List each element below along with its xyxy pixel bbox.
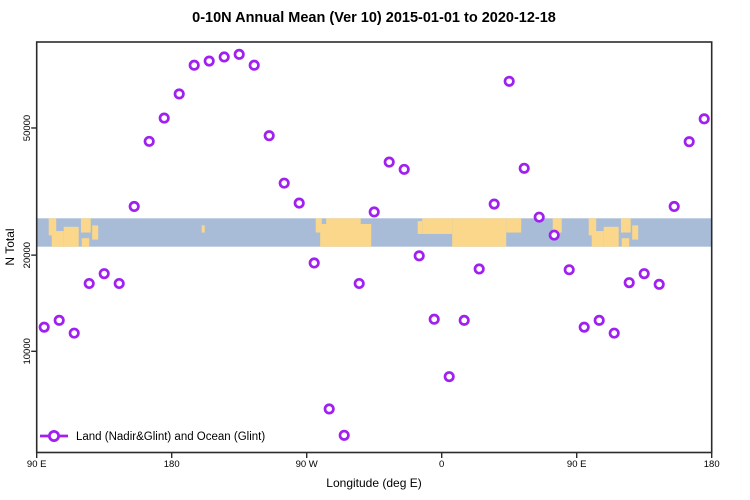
land-mass [81,238,90,247]
land-mass [92,225,99,240]
land-mass [315,218,322,233]
land-mass [417,221,423,234]
x-tick-label: 0 [439,459,444,470]
data-point [368,206,380,218]
x-axis-title: Longitude (deg E) [326,476,421,490]
land-mass [201,225,205,233]
data-point [83,277,95,290]
data-point [293,197,305,209]
map-band [36,218,712,247]
land-mass [80,218,91,233]
data-point [473,263,485,275]
land-mass [588,218,597,236]
land-mass [48,218,57,236]
data-point [638,268,650,280]
x-tick-label: 180 [164,459,180,470]
data-point [428,313,440,325]
data-point [218,51,230,63]
land-mass [621,238,630,247]
data-point [653,278,665,290]
legend-label: Land (Nadir&Glint) and Ocean (Glint) [76,431,265,443]
land-mass [452,218,507,247]
y-axis: 10000 20000 50000 [22,115,37,365]
x-tick-label: 180 [704,459,720,470]
data-point [338,429,350,441]
data-point [308,257,320,269]
y-axis-title: N Total [3,228,17,265]
data-point [518,162,530,174]
land-mass [326,218,361,224]
data-point [533,211,545,223]
data-point [173,88,185,100]
data-point [128,200,140,213]
data-point [353,277,365,290]
x-tick-label: 90 W [296,459,318,470]
data-point [698,113,710,125]
data-point [383,156,395,168]
data-point [263,130,275,142]
data-point [548,229,560,241]
data-point [248,59,260,71]
data-point [668,200,680,213]
data-point [98,268,110,280]
data-point [113,277,125,290]
x-axis: 90 E 180 90 W 0 90 E 180 [27,452,720,470]
land-mass [63,226,79,247]
land-mass [51,231,64,247]
data-point [323,403,335,415]
data-point [143,135,155,147]
land-mass [320,223,372,247]
legend-marker-circle-icon [48,429,61,442]
data-points [38,48,710,441]
data-point [233,48,245,60]
land-mass [632,225,639,240]
data-point [443,371,455,383]
data-point [398,163,410,175]
legend: Land (Nadir&Glint) and Ocean (Glint) [40,429,265,443]
data-point [593,314,605,326]
land-mass [591,231,604,247]
x-tick-label: 90 E [27,459,47,470]
data-point [413,250,425,262]
data-point [683,136,695,148]
data-point [623,277,635,289]
data-point [458,314,470,326]
x-tick-label: 90 E [567,459,587,470]
land-mass [422,218,453,234]
data-point [158,112,170,124]
land-mass [552,218,562,233]
data-point [38,321,50,333]
data-point [503,75,515,87]
y-tick-label: 50000 [22,115,33,141]
data-point [68,327,80,339]
data-point [203,55,215,67]
land-mass [620,218,631,233]
chart-title: 0-10N Annual Mean (Ver 10) 2015-01-01 to… [192,10,556,26]
data-point [488,198,500,210]
data-point [278,177,290,189]
land-mass [506,218,522,233]
data-point [188,59,200,71]
land-mass [603,226,619,247]
data-point [563,264,575,276]
data-point [578,321,590,333]
y-tick-label: 20000 [22,242,33,268]
data-point [53,314,65,326]
data-point [608,327,620,339]
plot-border [35,41,713,454]
y-tick-label: 10000 [22,338,33,364]
